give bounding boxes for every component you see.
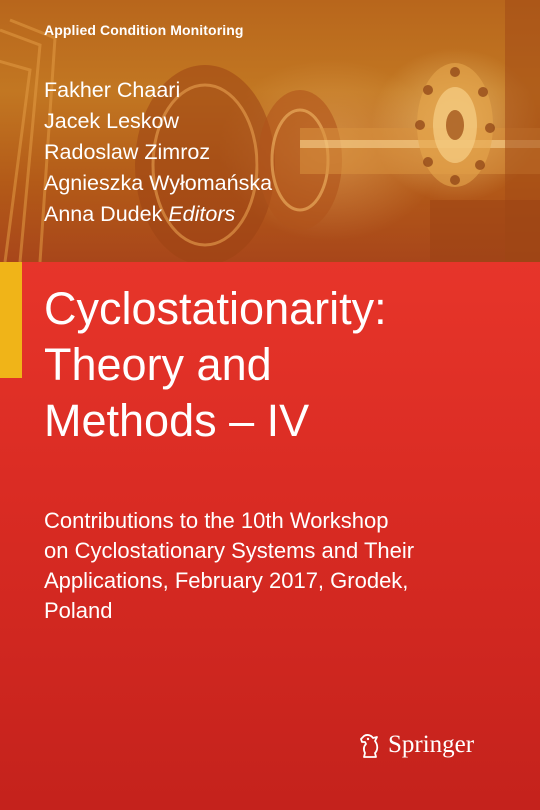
publisher-name: Springer [388, 731, 475, 758]
subtitle-line: Applications, February 2017, Grodek, [44, 568, 409, 593]
title-line: Cyclostationarity: [44, 283, 387, 334]
book-subtitle: Contributions to the 10th Workshop on Cy… [44, 506, 514, 626]
title-panel [0, 262, 540, 810]
turbine-photo [0, 0, 540, 262]
turbine-illustration [0, 0, 540, 262]
publisher-logo: Springer [357, 731, 474, 759]
title-line: Methods – IV [44, 395, 310, 446]
title-line: Theory and [44, 339, 272, 390]
editor-name: Anna Dudek [44, 202, 163, 226]
editor-name: Agnieszka Wyłomańska [44, 171, 273, 195]
book-title: Cyclostationarity: Theory and Methods – … [44, 281, 387, 449]
accent-bar [0, 262, 22, 378]
editors-list: Fakher Chaari Jacek Leskow Radoslaw Zimr… [44, 75, 272, 230]
subtitle-line: Contributions to the 10th Workshop [44, 508, 389, 533]
editor-name: Jacek Leskow [44, 109, 180, 133]
springer-knight-icon [360, 734, 379, 758]
series-name: Applied Condition Monitoring [44, 22, 244, 38]
subtitle-line: Poland [44, 598, 113, 623]
editor-name-last: Anna Dudek Editors [44, 199, 272, 230]
editor-name: Radoslaw Zimroz [44, 140, 211, 164]
editors-role: Editors [168, 202, 236, 226]
subtitle-line: on Cyclostationary Systems and Their [44, 538, 415, 563]
editor-name: Fakher Chaari [44, 78, 181, 102]
